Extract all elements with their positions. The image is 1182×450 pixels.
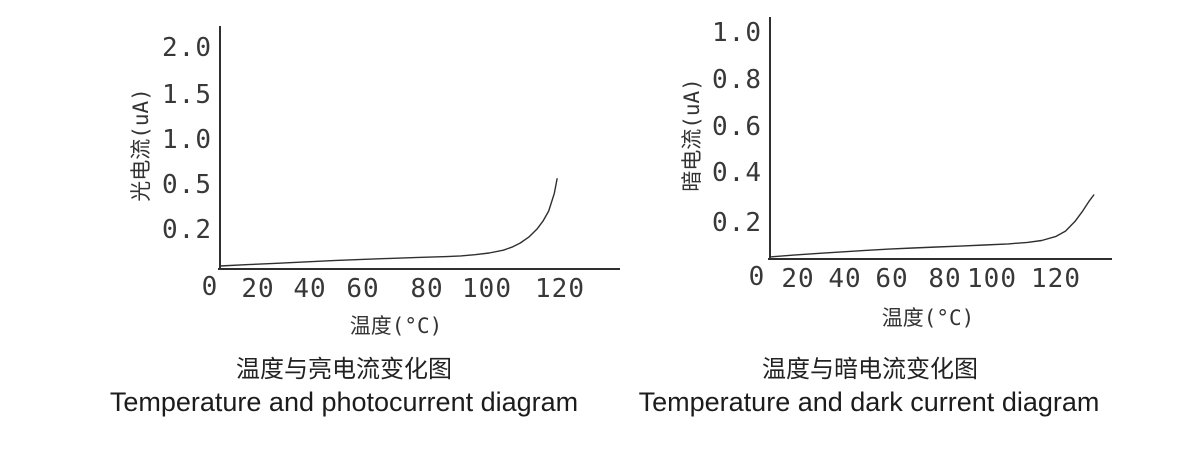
left-x-tick-100: 100	[462, 274, 512, 304]
right-y-axis-title: 暗电流(uA)	[680, 78, 704, 192]
right-y-tick-0.4: 0.4	[712, 158, 762, 188]
right-y-tick-1.0: 1.0	[712, 18, 762, 48]
left-y-tick-2.0: 2.0	[162, 33, 212, 63]
right-x-tick-100: 100	[967, 264, 1017, 294]
left-y-tick-0.2: 0.2	[162, 215, 212, 245]
right-y-tick-0.2: 0.2	[712, 208, 762, 238]
left-x-tick-80: 80	[410, 274, 444, 304]
right-x-tick-80: 80	[928, 264, 962, 294]
right-x-axis-title: 温度(°C)	[881, 306, 975, 330]
dark-current-curve	[769, 194, 1095, 258]
left-y-tick-1.0: 1.0	[162, 125, 212, 155]
right-y-tick-0.6: 0.6	[712, 112, 762, 142]
left-x-tick-20: 20	[241, 274, 275, 304]
right-y-tick-0.8: 0.8	[712, 65, 762, 95]
right-x-tick-20: 20	[781, 264, 815, 294]
left-y-axis-title: 光电流(uA)	[129, 88, 153, 202]
right-chart-title-en: Temperature and dark current diagram	[638, 387, 1100, 417]
left-x-tick-120: 120	[535, 274, 585, 304]
right-chart-title-zh: 温度与暗电流变化图	[762, 355, 978, 383]
left-chart-title-zh: 温度与亮电流变化图	[236, 355, 452, 383]
left-x-axis-title: 温度(°C)	[349, 314, 443, 338]
left-x-tick-0: 0	[201, 272, 219, 302]
left-x-tick-60: 60	[346, 274, 380, 304]
left-y-tick-0.5: 0.5	[162, 170, 212, 200]
photocurrent-curve	[219, 178, 558, 267]
right-x-tick-0: 0	[748, 262, 766, 292]
right-x-tick-40: 40	[828, 264, 862, 294]
right-x-tick-120: 120	[1031, 264, 1081, 294]
left-x-tick-40: 40	[293, 274, 327, 304]
left-y-tick-1.5: 1.5	[162, 80, 212, 110]
left-chart-title-en: Temperature and photocurrent diagram	[109, 387, 579, 417]
right-x-tick-60: 60	[875, 264, 909, 294]
